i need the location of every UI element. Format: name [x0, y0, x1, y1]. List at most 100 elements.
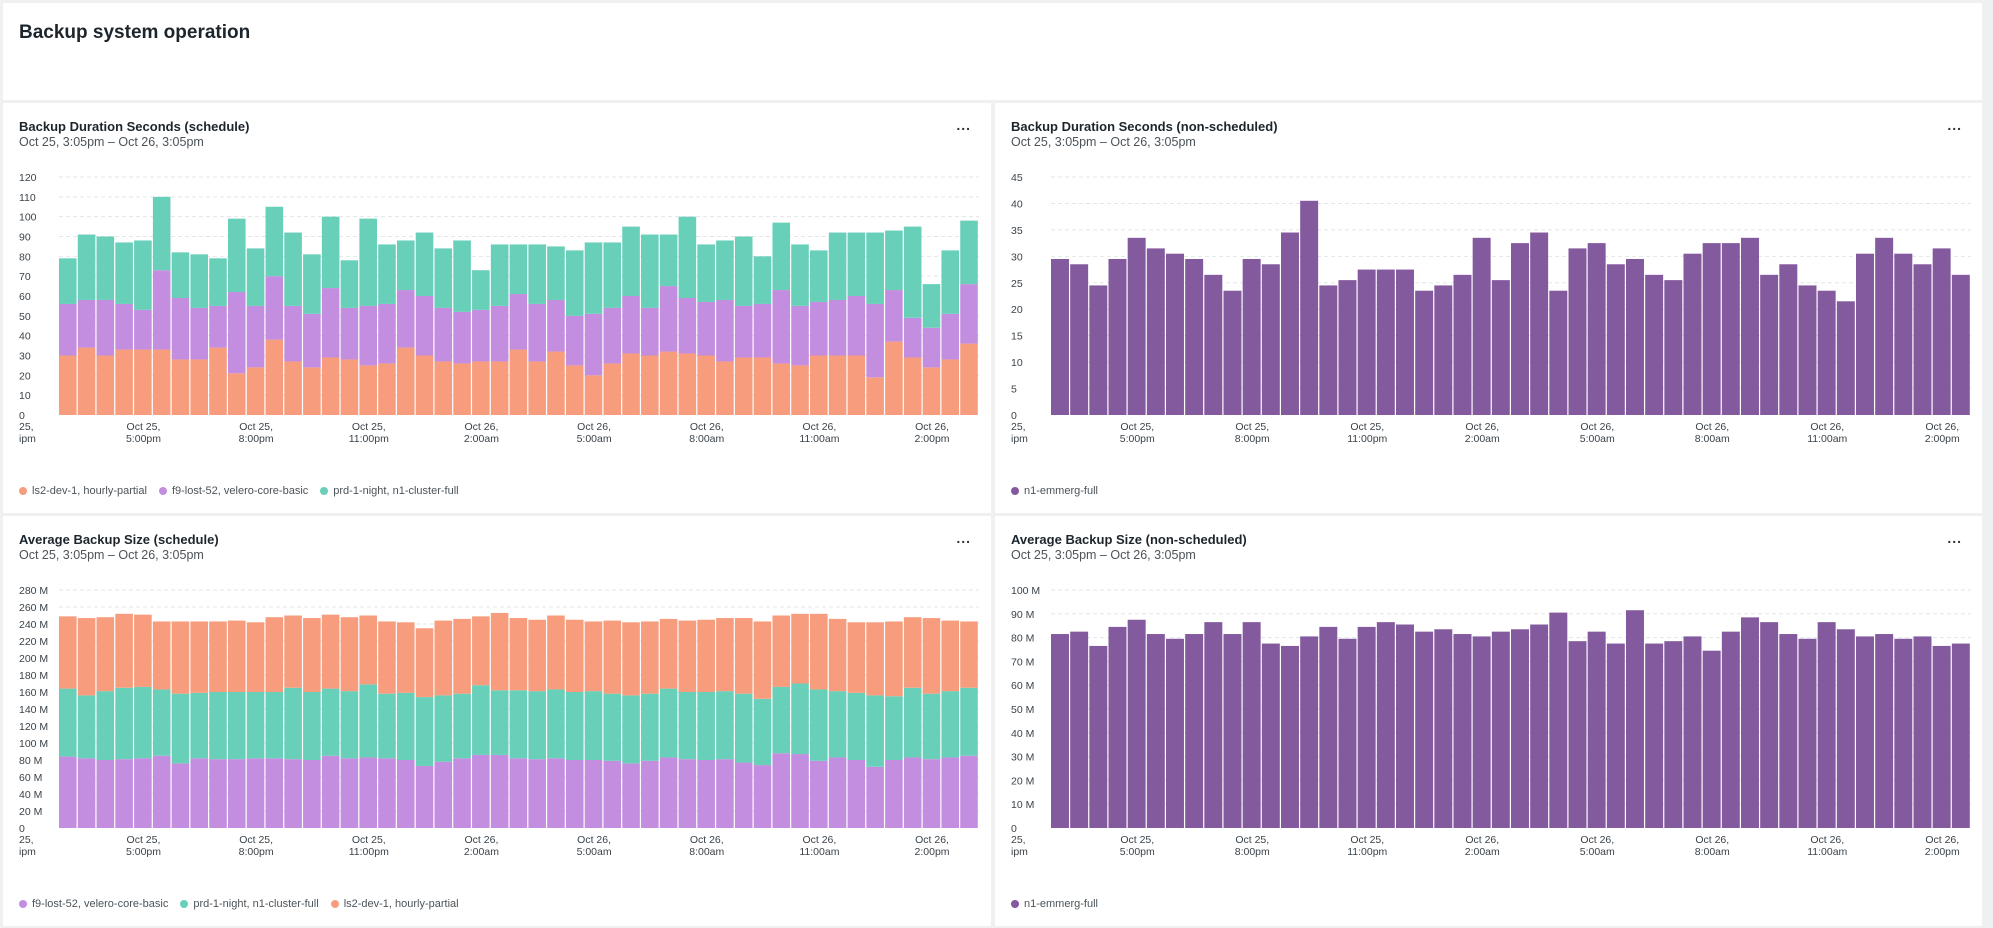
bar[interactable] [565, 365, 584, 415]
bar[interactable] [434, 361, 453, 415]
bar[interactable] [772, 290, 791, 364]
bar[interactable] [697, 244, 715, 302]
bar[interactable] [1587, 243, 1606, 415]
bar[interactable] [490, 754, 509, 828]
bar[interactable] [1127, 237, 1146, 415]
bar[interactable] [716, 240, 734, 300]
bar[interactable] [303, 254, 321, 314]
bar[interactable] [641, 355, 659, 416]
bar[interactable] [941, 359, 960, 415]
bar[interactable] [152, 349, 171, 415]
bar[interactable] [152, 196, 171, 271]
bar[interactable] [1204, 274, 1223, 415]
bar[interactable] [584, 760, 603, 828]
bar[interactable] [734, 618, 753, 694]
bar[interactable] [490, 612, 509, 691]
bar[interactable] [171, 621, 190, 694]
bar[interactable] [96, 617, 115, 692]
bar[interactable] [1779, 264, 1798, 415]
bar[interactable] [941, 620, 960, 692]
bar[interactable] [697, 355, 715, 416]
bar[interactable] [1396, 624, 1414, 828]
bar[interactable] [1051, 258, 1069, 415]
bar[interactable] [922, 618, 941, 694]
bar[interactable] [1817, 290, 1836, 415]
bar[interactable] [1913, 636, 1932, 828]
bar[interactable] [415, 628, 434, 698]
bar[interactable] [1357, 269, 1376, 415]
bar[interactable] [190, 359, 209, 415]
bar[interactable] [1645, 274, 1664, 415]
bar[interactable] [603, 242, 622, 308]
bar[interactable] [115, 242, 133, 304]
bar[interactable] [1472, 636, 1491, 828]
bar[interactable] [246, 758, 265, 828]
bar[interactable] [584, 691, 603, 760]
bar[interactable] [359, 218, 377, 306]
bar[interactable] [1721, 243, 1740, 415]
bar[interactable] [641, 621, 659, 694]
bar[interactable] [866, 622, 884, 696]
bar[interactable] [190, 621, 209, 693]
bar[interactable] [1338, 638, 1357, 828]
bar[interactable] [171, 297, 190, 360]
bar[interactable] [1721, 631, 1740, 828]
bar[interactable] [1645, 643, 1664, 828]
bar[interactable] [303, 760, 321, 828]
bar[interactable] [209, 347, 227, 415]
bar[interactable] [1185, 634, 1204, 828]
bar[interactable] [641, 307, 659, 356]
bar[interactable] [941, 313, 960, 360]
bar[interactable] [791, 683, 809, 755]
bar[interactable] [584, 313, 603, 376]
bar[interactable] [1453, 274, 1472, 415]
bar[interactable] [1741, 617, 1759, 828]
bar[interactable] [1913, 264, 1932, 415]
bar[interactable] [716, 618, 734, 692]
bar[interactable] [434, 248, 453, 308]
bar[interactable] [753, 621, 772, 699]
bar[interactable] [734, 762, 753, 828]
bar[interactable] [697, 619, 715, 692]
bar[interactable] [1626, 258, 1644, 415]
bar[interactable] [1281, 645, 1299, 828]
bar[interactable] [922, 284, 941, 328]
bar[interactable] [134, 240, 152, 310]
bar[interactable] [791, 365, 809, 415]
bar[interactable] [453, 311, 471, 364]
bar[interactable] [922, 693, 941, 760]
bar[interactable] [941, 691, 960, 758]
bar[interactable] [303, 367, 321, 415]
bar[interactable] [284, 361, 302, 415]
bar[interactable] [622, 695, 640, 764]
bar[interactable] [321, 216, 340, 289]
bar[interactable] [490, 690, 509, 755]
bar[interactable] [903, 617, 922, 688]
bar[interactable] [903, 687, 922, 758]
bar[interactable] [115, 687, 133, 760]
bar[interactable] [246, 305, 265, 368]
bar[interactable] [753, 303, 772, 358]
bar[interactable] [622, 353, 640, 415]
bar[interactable] [77, 695, 96, 759]
bar[interactable] [359, 684, 377, 758]
bar[interactable] [1951, 643, 1970, 828]
bar[interactable] [396, 692, 415, 760]
bar[interactable] [866, 303, 884, 378]
bar[interactable] [659, 618, 678, 689]
bar[interactable] [190, 692, 209, 759]
bar[interactable] [171, 359, 190, 415]
bar[interactable] [59, 355, 77, 416]
bar[interactable] [716, 299, 734, 362]
bar[interactable] [960, 284, 978, 344]
bar[interactable] [1760, 622, 1779, 828]
bar[interactable] [1836, 629, 1855, 828]
bar[interactable] [1741, 237, 1759, 415]
bar[interactable] [472, 361, 490, 415]
bar[interactable] [246, 622, 265, 692]
bar[interactable] [509, 618, 528, 691]
bar[interactable] [1951, 274, 1970, 415]
bar[interactable] [1223, 290, 1242, 415]
bar[interactable] [528, 361, 546, 415]
bar[interactable] [885, 230, 903, 291]
